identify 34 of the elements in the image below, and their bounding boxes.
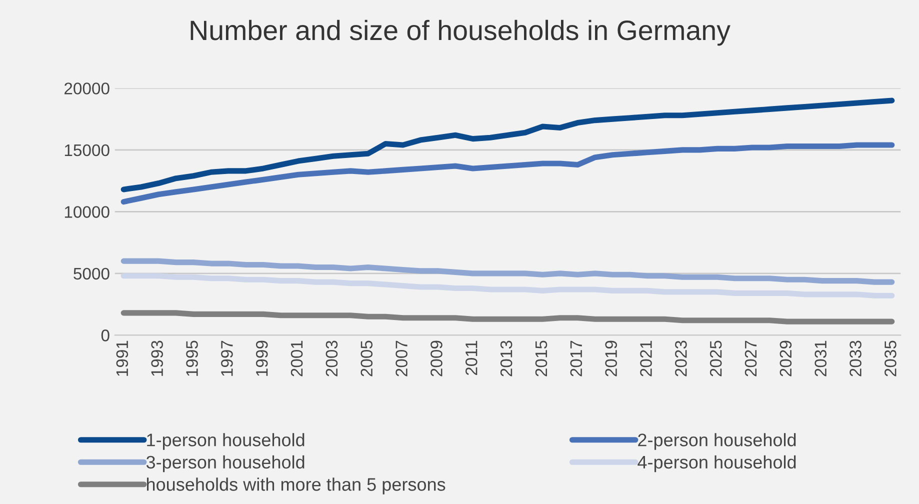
legend-label: 3-person household [146,455,304,472]
x-tick-label: 2025 [710,340,722,376]
x-tick-label: 1993 [151,340,163,376]
x-tick-label: 2001 [290,340,303,376]
x-tick-label: 2023 [675,340,687,376]
x-tick-label: 2019 [605,340,617,376]
y-tick-label: 5000 [74,268,110,280]
x-tick-label: 2015 [535,340,548,376]
legend-label: households with more than 5 persons [146,478,446,494]
x-tick-label: 1999 [256,340,268,376]
x-tick-label: 2009 [430,340,442,376]
y-tick-label: 15000 [64,144,110,156]
x-tick-label: 2005 [360,340,373,376]
legend-label: 4-person household [638,455,796,472]
legend-label: 2-person household [638,433,796,450]
x-tick-label: 1991 [116,340,128,376]
legend-label: 1-person household [147,433,304,450]
x-tick-label: 2003 [326,340,338,376]
x-tick-label: 2021 [640,340,652,376]
x-tick-label: 2017 [570,340,582,376]
x-tick-label: 2033 [850,340,862,376]
x-tick-label: 1995 [186,340,198,376]
chart-title: Number and size of households in Germany [190,20,730,46]
x-tick-label: 2029 [780,340,792,376]
x-tick-label: 2027 [744,340,757,376]
y-tick-label: 0 [101,330,110,342]
x-tick-label: 2013 [500,340,512,376]
x-tick-label: 2035 [884,340,896,376]
x-tick-label: 2007 [396,340,408,376]
x-tick-label: 2031 [814,340,827,376]
y-tick-label: 10000 [64,206,110,218]
y-tick-label: 20000 [64,82,110,94]
x-tick-label: 1997 [221,340,233,376]
x-tick-label: 2011 [465,340,478,376]
